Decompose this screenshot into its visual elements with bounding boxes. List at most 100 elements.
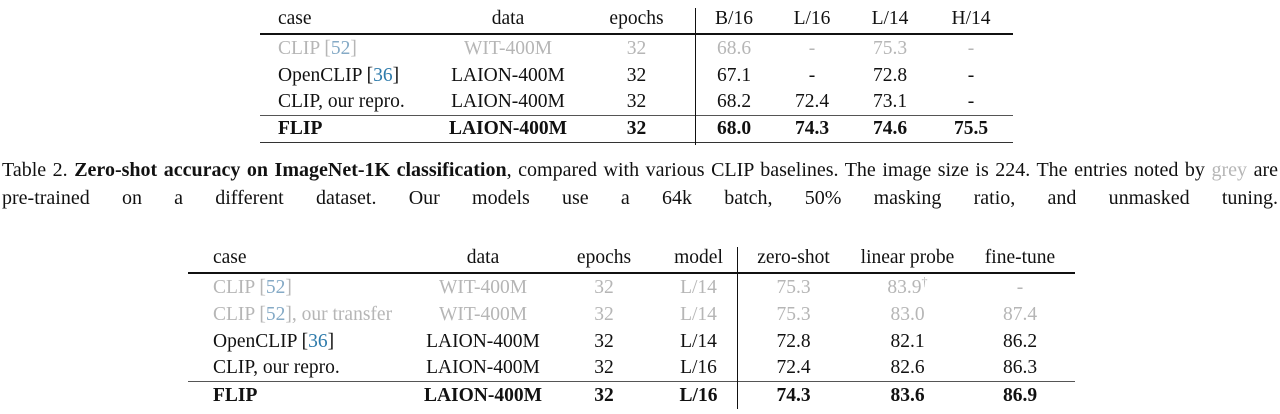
cell-case: FLIP — [278, 118, 323, 139]
cell-case: CLIP [52] — [213, 276, 292, 298]
column-header-case: case — [278, 8, 312, 29]
column-header-epochs: epochs — [609, 8, 664, 29]
cell-case: OpenCLIP [36] — [278, 64, 400, 86]
cell-zero-shot: 74.3 — [776, 384, 811, 406]
table-row-clip: CLIP [52] WIT-400M 32 L/14 75.3 83.9† - — [188, 274, 1075, 301]
cell-data: LAION-400M — [426, 357, 540, 378]
cell-case: CLIP [52] — [278, 37, 357, 59]
cell-data: WIT-400M — [438, 303, 528, 325]
cell-h14: - — [967, 64, 975, 86]
cell-case: CLIP, our repro. — [213, 357, 340, 378]
cell-l14: 72.8 — [872, 64, 908, 86]
table-row-openclip: OpenCLIP [36] LAION-400M 32 67.1 - 72.8 … — [260, 62, 1013, 89]
cell-model: L/14 — [680, 303, 717, 325]
cell-fine-tune: 86.3 — [1002, 357, 1038, 378]
column-header-linear-probe: linear probe — [860, 247, 955, 268]
caption-text: Table 2. Zero-shot accuracy on ImageNet-… — [2, 159, 1278, 209]
cell-model: L/16 — [680, 357, 717, 378]
table-row-clip-transfer: CLIP [52], our transfer WIT-400M 32 L/14… — [188, 301, 1075, 328]
cell-epochs: 32 — [626, 64, 647, 86]
column-header-data: data — [491, 8, 525, 29]
cell-epochs: 32 — [594, 384, 614, 406]
cell-data: LAION-400M — [451, 91, 565, 112]
cell-linear-probe: 83.6 — [890, 384, 925, 406]
table-header-row: case data epochs B/16 L/16 L/14 H/14 — [260, 5, 1013, 35]
cell-epochs: 32 — [626, 91, 647, 112]
cell-case: CLIP [52], our transfer — [213, 303, 393, 325]
cell-b16: 67.1 — [716, 64, 752, 86]
table-row-openclip: OpenCLIP [36] LAION-400M 32 L/14 72.8 82… — [188, 328, 1075, 355]
column-header-epochs: epochs — [576, 247, 632, 268]
cell-epochs: 32 — [626, 37, 647, 59]
cell-epochs: 32 — [594, 276, 614, 298]
column-divider-line — [737, 247, 738, 409]
citation-link[interactable]: 36 — [308, 330, 328, 352]
cell-data: LAION-400M — [426, 330, 540, 352]
cell-l16: 74.3 — [794, 118, 830, 139]
cell-data: LAION-400M — [423, 384, 543, 406]
transfer-results-table: case data epochs model zero-shot linear … — [188, 244, 1075, 409]
cell-h14: - — [967, 37, 975, 59]
cell-epochs: 32 — [594, 303, 614, 325]
zero-shot-accuracy-table: case data epochs B/16 L/16 L/14 H/14 CLI… — [260, 5, 1013, 145]
cell-b16: 68.2 — [716, 91, 752, 112]
cell-l16: 72.4 — [794, 91, 830, 112]
cell-l14: 73.1 — [872, 91, 908, 112]
cell-epochs: 32 — [594, 330, 614, 352]
cell-fine-tune: - — [1016, 276, 1024, 298]
table-row-clip-repro: CLIP, our repro. LAION-400M 32 68.2 72.4… — [260, 89, 1013, 116]
cell-linear-probe: 82.1 — [890, 330, 925, 352]
cell-l14: 75.3 — [872, 37, 908, 59]
citation-link[interactable]: 52 — [265, 276, 286, 298]
cell-l16: - — [808, 37, 816, 59]
cell-data: LAION-400M — [448, 118, 568, 139]
cell-zero-shot: 75.3 — [776, 276, 811, 298]
table-caption: Table 2. Zero-shot accuracy on ImageNet-… — [2, 156, 1278, 212]
column-divider-line — [695, 8, 696, 145]
cell-epochs: 32 — [626, 118, 647, 139]
cell-fine-tune: 86.2 — [1002, 330, 1038, 352]
column-header-zero-shot: zero-shot — [757, 247, 830, 268]
table-row-clip-repro: CLIP, our repro. LAION-400M 32 L/16 72.4… — [188, 355, 1075, 382]
cell-l14: 74.6 — [872, 118, 908, 139]
cell-linear-probe: 82.6 — [890, 357, 925, 378]
citation-link[interactable]: 36 — [373, 64, 393, 86]
cell-data: LAION-400M — [451, 64, 565, 86]
table-row-flip: FLIP LAION-400M 32 L/16 74.3 83.6 86.9 — [188, 382, 1075, 409]
column-header-case: case — [213, 247, 247, 268]
table-row-flip: FLIP LAION-400M 32 68.0 74.3 74.6 75.5 — [260, 116, 1013, 143]
table-row-clip: CLIP [52] WIT-400M 32 68.6 - 75.3 - — [260, 35, 1013, 62]
table-header-row: case data epochs model zero-shot linear … — [188, 244, 1075, 274]
cell-model: L/14 — [680, 276, 717, 298]
cell-linear-probe: 83.9† — [887, 274, 928, 298]
cell-fine-tune: 86.9 — [1002, 384, 1038, 406]
cell-data: WIT-400M — [463, 37, 553, 59]
cell-b16: 68.0 — [716, 118, 752, 139]
caption-bold-title: Zero-shot accuracy on ImageNet-1K classi… — [74, 159, 507, 181]
citation-link[interactable]: 52 — [265, 303, 286, 325]
cell-h14: - — [967, 91, 975, 112]
caption-prefix: Table 2. — [2, 159, 75, 181]
column-header-l14: L/14 — [871, 8, 909, 29]
column-header-fine-tune: fine-tune — [984, 247, 1056, 268]
cell-zero-shot: 75.3 — [776, 303, 811, 325]
cell-case: FLIP — [213, 384, 258, 406]
cell-model: L/16 — [679, 384, 718, 406]
cell-h14: 75.5 — [953, 118, 989, 139]
cell-model: L/14 — [680, 330, 717, 352]
citation-link[interactable]: 52 — [330, 37, 351, 59]
cell-b16: 68.6 — [716, 37, 752, 59]
dagger-footnote-mark: † — [921, 274, 928, 288]
cell-case: OpenCLIP [36] — [213, 330, 335, 352]
cell-l16: - — [808, 64, 816, 86]
column-header-model: model — [674, 247, 723, 268]
cell-zero-shot: 72.4 — [776, 357, 811, 378]
caption-grey-word: grey — [1211, 159, 1248, 181]
cell-data: WIT-400M — [438, 276, 528, 298]
column-header-l16: L/16 — [793, 8, 831, 29]
column-header-h14: H/14 — [951, 8, 991, 29]
column-header-b16: B/16 — [715, 8, 753, 29]
cell-fine-tune: 87.4 — [1002, 303, 1038, 325]
cell-zero-shot: 72.8 — [776, 330, 811, 352]
cell-linear-probe: 83.0 — [890, 303, 925, 325]
